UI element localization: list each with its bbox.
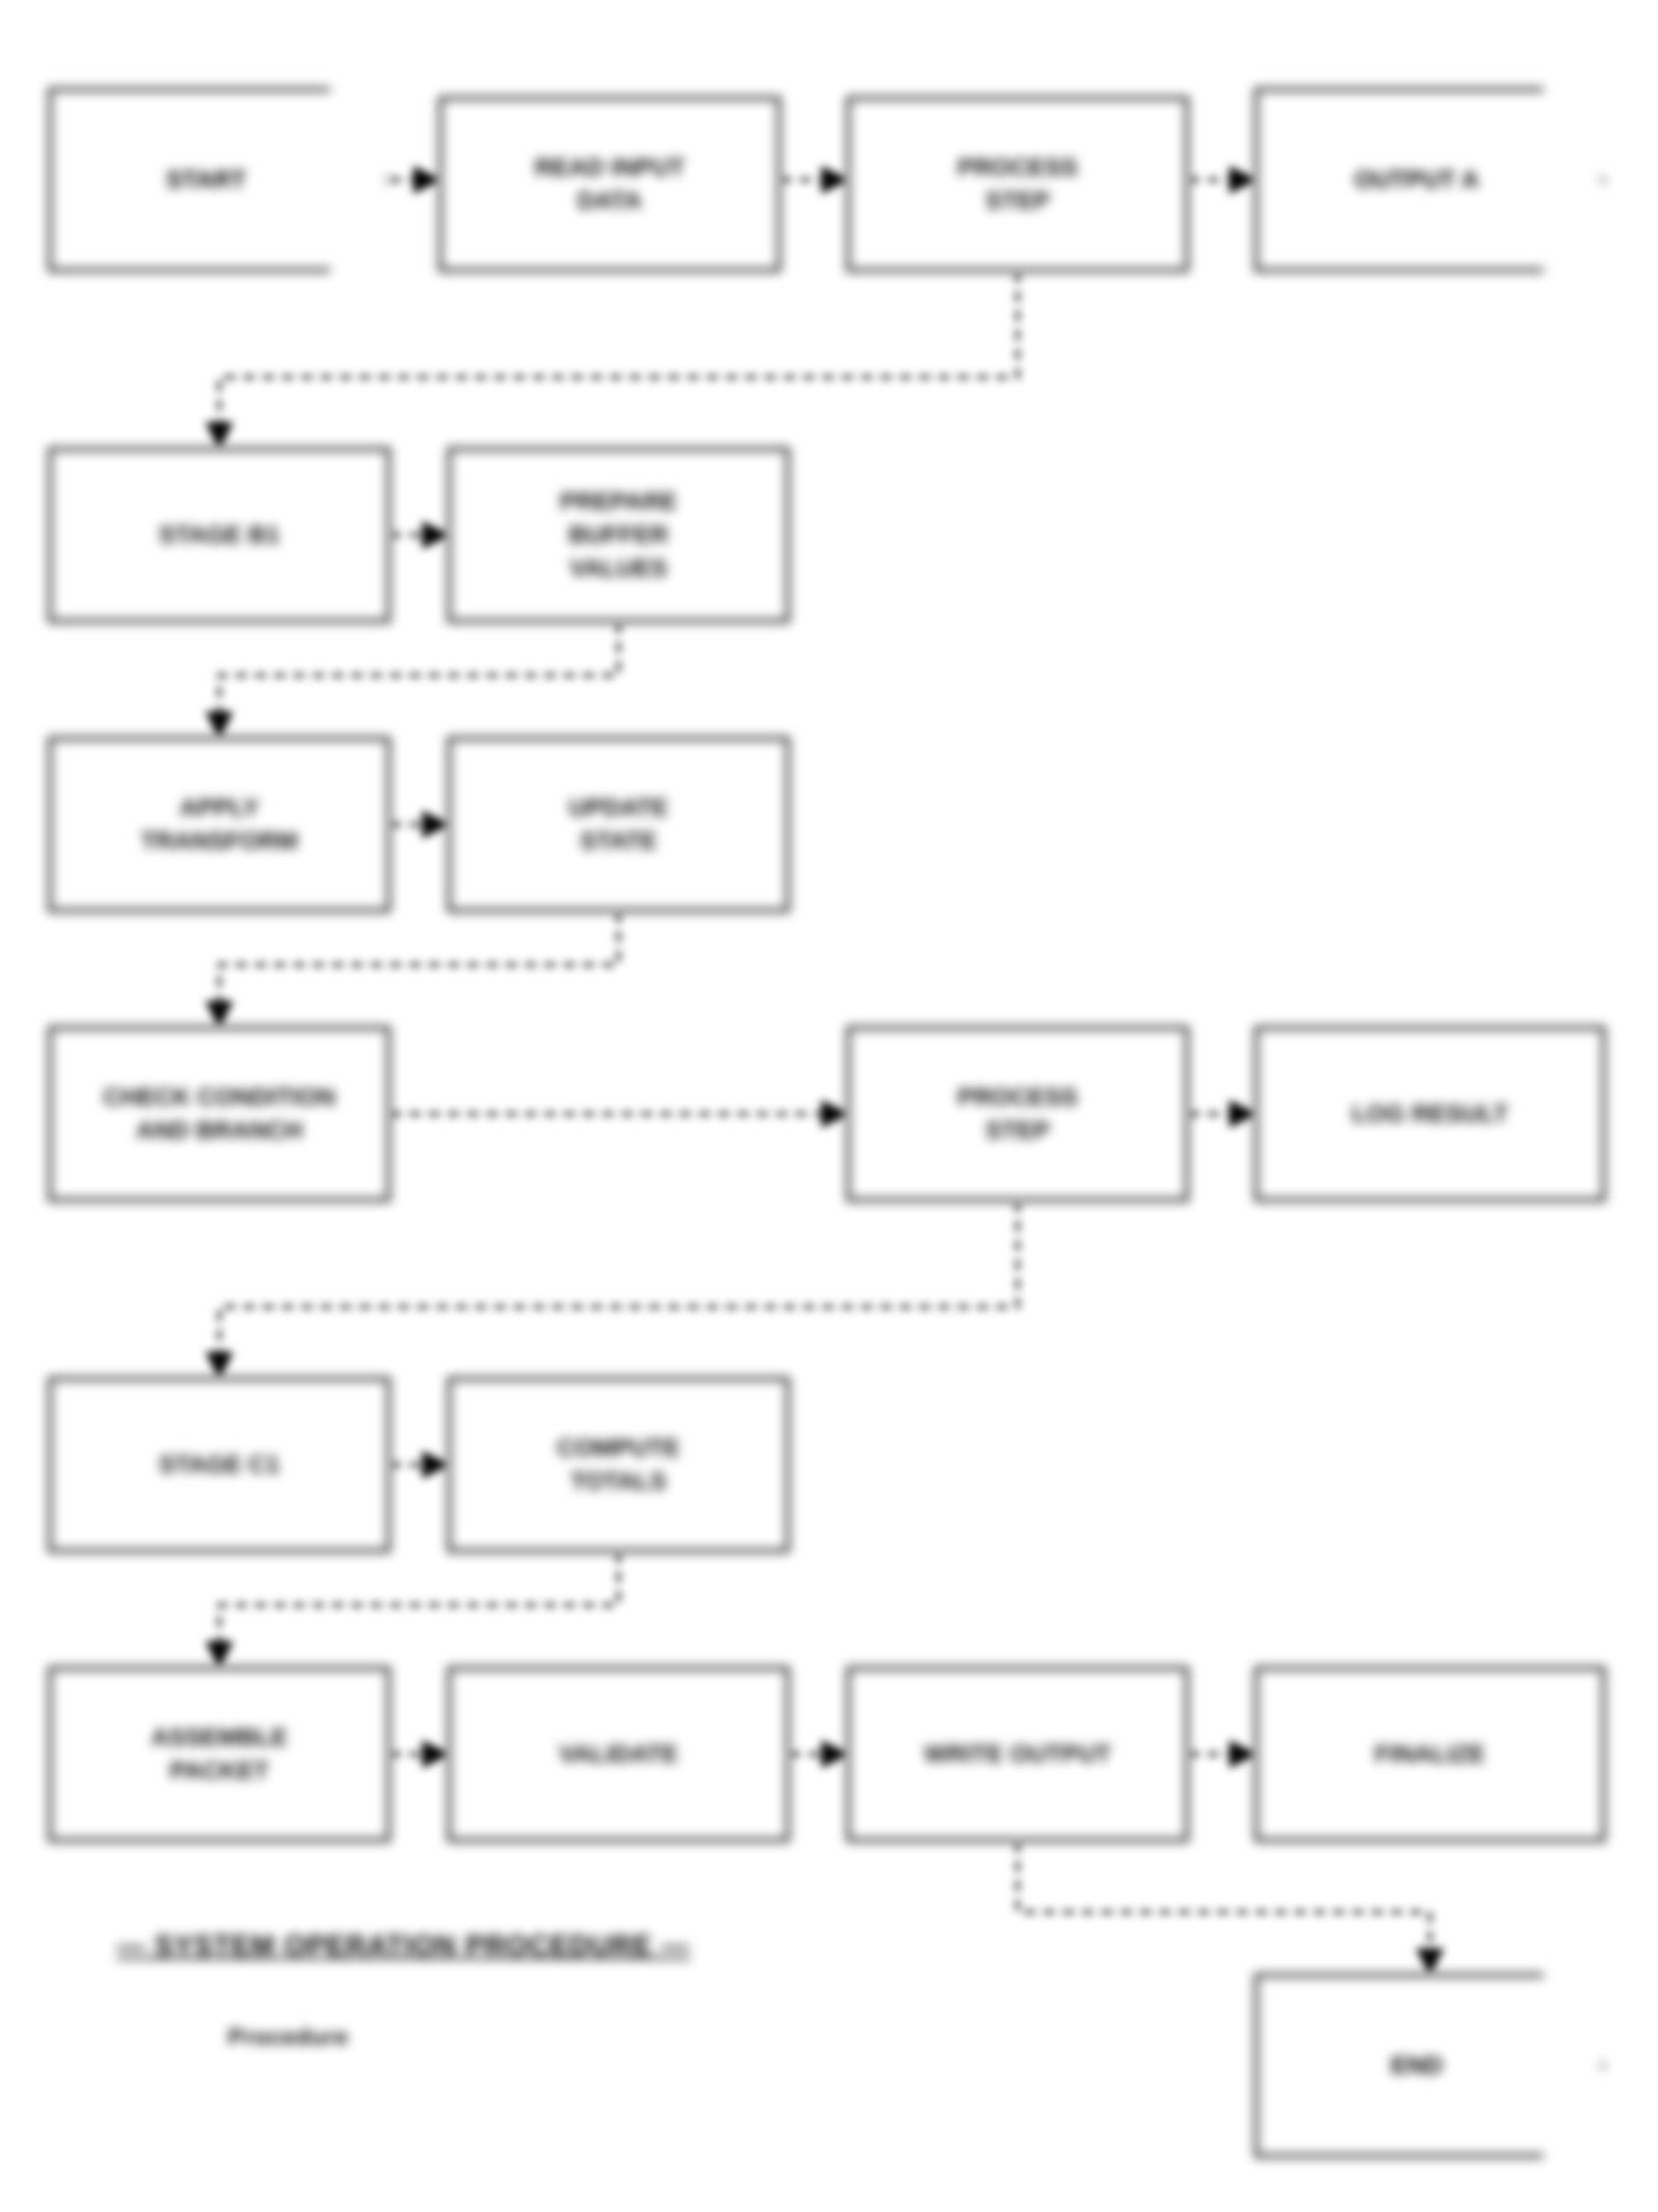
flowchart-node-n12: STAGE C1 <box>48 1377 390 1552</box>
node-label: PREPARE BUFFER VALUES <box>560 485 676 584</box>
node-label: STAGE C1 <box>159 1448 280 1481</box>
node-label: FINALIZE <box>1375 1737 1485 1771</box>
node-label: START <box>48 88 390 272</box>
flowchart-node-n3: PROCESS STEP <box>847 96 1189 272</box>
flowchart-node-n16: WRITE OUTPUT <box>847 1666 1189 1842</box>
node-label: APPLY TRANSFORM <box>141 791 298 858</box>
flowchart-node-n7: APPLY TRANSFORM <box>48 737 390 912</box>
node-label: ASSEMBLE PACKET <box>151 1721 288 1787</box>
node-label: CHECK CONDITION AND BRANCH <box>104 1081 335 1147</box>
node-label: WRITE OUTPUT <box>924 1737 1111 1771</box>
node-label: READ INPUT DATA <box>534 151 684 218</box>
flowchart-node-n8: UPDATE STATE <box>447 737 790 912</box>
flowchart-node-n5: STAGE B1 <box>48 447 390 623</box>
node-label: STAGE B1 <box>159 518 280 552</box>
node-label: UPDATE STATE <box>568 791 668 858</box>
node-label: OUTPUT A <box>1254 88 1605 272</box>
flowchart-node-n9: CHECK CONDITION AND BRANCH <box>48 1026 390 1202</box>
node-label: VALIDATE <box>559 1737 678 1771</box>
flowchart-edge <box>219 1552 618 1666</box>
node-label: END <box>1254 1973 1605 2158</box>
flowchart-node-n6: PREPARE BUFFER VALUES <box>447 447 790 623</box>
flowchart-terminal-n1: START <box>48 88 390 272</box>
flowchart-node-n2: READ INPUT DATA <box>439 96 781 272</box>
flowchart-node-n10: PROCESS STEP <box>847 1026 1189 1202</box>
flowchart-edge <box>219 623 618 737</box>
flowchart-node-n15: VALIDATE <box>447 1666 790 1842</box>
diagram-title: — SYSTEM OPERATION PROCEDURE — <box>70 1930 737 1962</box>
flowchart-edge <box>1018 1842 1430 1973</box>
flowchart-node-n17: FINALIZE <box>1254 1666 1605 1842</box>
flowchart-node-n13: COMPUTE TOTALS <box>447 1377 790 1552</box>
flowchart-node-n11: LOG RESULT <box>1254 1026 1605 1202</box>
flowchart-canvas: START READ INPUT DATA PROCESS STEP OUTPUT A… <box>0 0 1658 2212</box>
flowchart-terminal-n18: END <box>1254 1973 1605 2158</box>
flowchart-edge <box>219 1202 1018 1377</box>
node-label: LOG RESULT <box>1352 1097 1508 1131</box>
diagram-subtitle: Procedure <box>70 2023 737 2051</box>
flowchart-edge <box>219 272 1018 447</box>
node-label: PROCESS STEP <box>958 151 1078 218</box>
diagram-title-block: — SYSTEM OPERATION PROCEDURE — Procedure <box>70 1930 737 2051</box>
flowchart-edge <box>219 912 618 1026</box>
flowchart-terminal-n4: OUTPUT A <box>1254 88 1605 272</box>
node-label: COMPUTE TOTALS <box>557 1431 680 1498</box>
flowchart-node-n14: ASSEMBLE PACKET <box>48 1666 390 1842</box>
node-label: PROCESS STEP <box>958 1081 1078 1147</box>
